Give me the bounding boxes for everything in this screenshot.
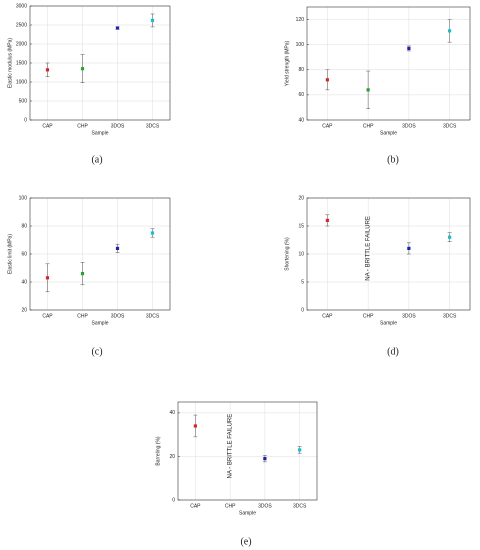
x-tick-label: 3DOS (402, 123, 416, 129)
x-tick-label: CHP (363, 123, 374, 129)
y-axis-label: Elastic modulus (MPa) (7, 38, 13, 88)
point (80, 272, 85, 276)
y-tick-label: 10 (298, 251, 304, 257)
point (80, 67, 85, 71)
y-tick-label: 20 (298, 195, 304, 201)
x-tick-label: CAP (322, 123, 333, 129)
point (448, 29, 452, 33)
point (298, 448, 302, 452)
y-tick-label: 80 (298, 67, 304, 73)
x-axis-label: Sample (380, 130, 397, 136)
x-tick-label: CAP (190, 503, 201, 509)
x-tick-label: CHP (77, 313, 88, 319)
panel-label: (a) (91, 154, 102, 165)
y-tick-label: 60 (21, 251, 27, 257)
y-tick-label: 60 (298, 92, 304, 98)
x-axis-label: Sample (92, 320, 109, 326)
point (366, 88, 370, 92)
x-tick-label: 3DCS (443, 313, 457, 319)
y-tick-label: 1000 (16, 79, 27, 85)
y-tick-label: 15 (298, 223, 304, 229)
y-tick-label: 0 (172, 497, 175, 503)
point (407, 46, 411, 51)
annotation: NA - BRITTLE FAILURE (228, 414, 234, 479)
point (193, 424, 197, 428)
point (407, 246, 411, 250)
x-tick-label: CAP (322, 313, 333, 319)
point (45, 68, 50, 72)
point (325, 78, 329, 82)
y-tick-label: 2000 (16, 41, 27, 47)
y-axis-label: Elastic limit (MPa) (7, 234, 13, 274)
plot-frame (306, 6, 471, 121)
y-axis-label: Yield strength (MPa) (284, 40, 290, 86)
plot-frame (29, 197, 171, 311)
y-tick-label: 2500 (16, 22, 27, 28)
annotation: NA - BRITTLE FAILURE (366, 216, 372, 281)
y-tick-label: 20 (21, 307, 27, 313)
point (45, 276, 50, 280)
y-tick-label: 20 (169, 454, 175, 460)
point (115, 246, 120, 250)
y-tick-label: 5 (301, 279, 304, 285)
y-axis-label: Barreling (%) (155, 436, 161, 466)
plot-frame (29, 5, 171, 121)
x-tick-label: CAP (42, 313, 53, 319)
x-tick-label: 3DOS (402, 313, 416, 319)
x-tick-label: 3DOS (258, 503, 272, 509)
y-axis-label: Shortening (%) (284, 237, 290, 271)
panel-label: (c) (91, 346, 102, 357)
x-tick-label: 3DCS (443, 123, 457, 129)
x-tick-label: CAP (42, 123, 53, 129)
y-tick-label: 40 (169, 410, 175, 416)
x-axis-label: Sample (380, 320, 397, 326)
x-tick-label: CHP (225, 503, 236, 509)
point (448, 235, 452, 239)
x-tick-label: 3DCS (146, 123, 160, 129)
y-tick-label: 40 (298, 117, 304, 123)
point (263, 457, 267, 461)
x-tick-label: CHP (363, 313, 374, 319)
y-tick-label: 0 (24, 117, 27, 123)
y-tick-label: 500 (19, 98, 28, 104)
point (150, 231, 155, 235)
x-axis-label: Sample (239, 510, 256, 516)
plot-frame (177, 401, 318, 501)
y-tick-label: 100 (19, 195, 28, 201)
panel-label: (b) (387, 154, 399, 165)
plot-frame (306, 197, 471, 311)
y-tick-label: 3000 (16, 3, 27, 9)
y-tick-label: 120 (296, 17, 305, 23)
y-tick-label: 1500 (16, 60, 27, 66)
x-tick-label: 3DCS (293, 503, 307, 509)
panel-label: (d) (387, 346, 399, 357)
point (115, 26, 120, 30)
y-tick-label: 0 (301, 307, 304, 313)
x-axis-label: Sample (92, 130, 109, 136)
point (325, 218, 329, 222)
panel-label: (e) (240, 536, 251, 547)
y-tick-label: 100 (296, 42, 305, 48)
x-tick-label: 3DOS (111, 313, 125, 319)
y-tick-label: 40 (21, 279, 27, 285)
x-tick-label: CHP (77, 123, 88, 129)
y-tick-label: 80 (21, 223, 27, 229)
point (150, 18, 155, 23)
x-tick-label: 3DOS (111, 123, 125, 129)
x-tick-label: 3DCS (146, 313, 160, 319)
